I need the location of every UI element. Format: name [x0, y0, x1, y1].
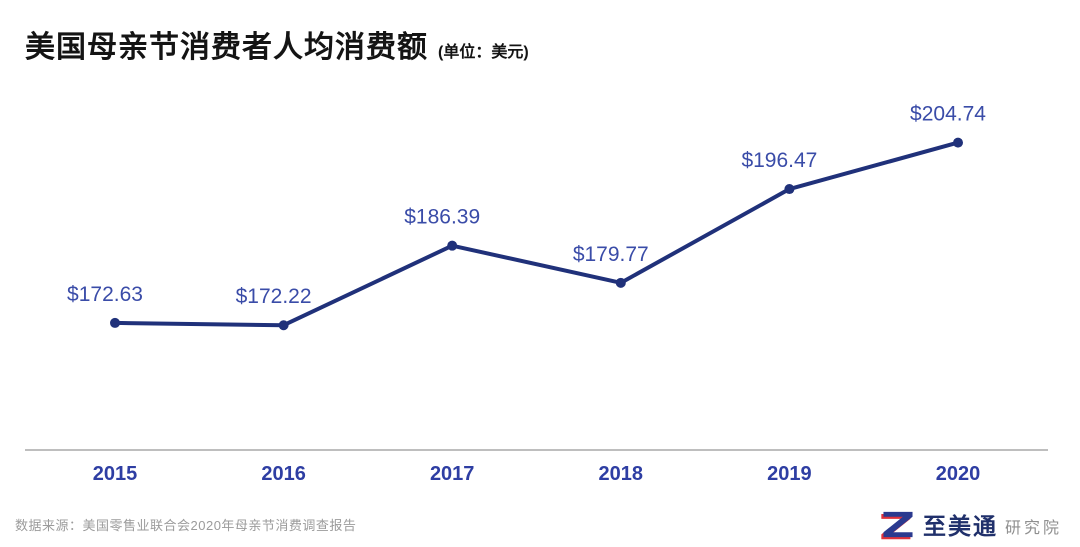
x-tick-label-2016: 2016 [261, 463, 306, 485]
data-source-note: 数据来源：美国零售业联合会2020年母亲节消费调查报告 [15, 518, 357, 533]
page-title: 美国母亲节消费者人均消费额 [25, 31, 428, 64]
x-tick-label-2015: 2015 [93, 463, 138, 485]
x-tick-label-2020: 2020 [936, 463, 981, 485]
logo-suffix: 研究院 [1004, 520, 1062, 537]
data-point-2017 [447, 240, 458, 251]
x-tick-label-2017: 2017 [430, 463, 475, 485]
data-label-2015: $172.63 [67, 283, 143, 306]
unit-label: (单位：美元) [438, 44, 529, 61]
data-label-2016: $172.22 [236, 285, 312, 308]
logo-name: 至美通 [922, 513, 998, 539]
x-tick-label-2018: 2018 [599, 463, 644, 485]
data-point-2016 [278, 320, 289, 331]
brand-logo: 至美通 研究院 [880, 507, 1062, 541]
data-label-2019: $196.47 [741, 149, 817, 172]
data-point-2019 [784, 184, 795, 195]
data-point-2020 [953, 137, 963, 148]
data-point-2018 [615, 277, 626, 288]
data-label-2017: $186.39 [404, 206, 480, 229]
logo-z-icon [881, 511, 913, 539]
x-tick-label-2019: 2019 [767, 463, 812, 485]
line-chart: $172.63 2015 $172.22 2016 $186.39 2017 $179.77… [25, 103, 1048, 485]
chart-header: 美国母亲节消费者人均消费额 (单位：美元) [25, 22, 529, 66]
data-label-2018: $179.77 [573, 243, 649, 266]
data-label-2020: $204.74 [910, 103, 986, 126]
data-point-2015 [110, 317, 120, 328]
trend-line [113, 140, 960, 328]
